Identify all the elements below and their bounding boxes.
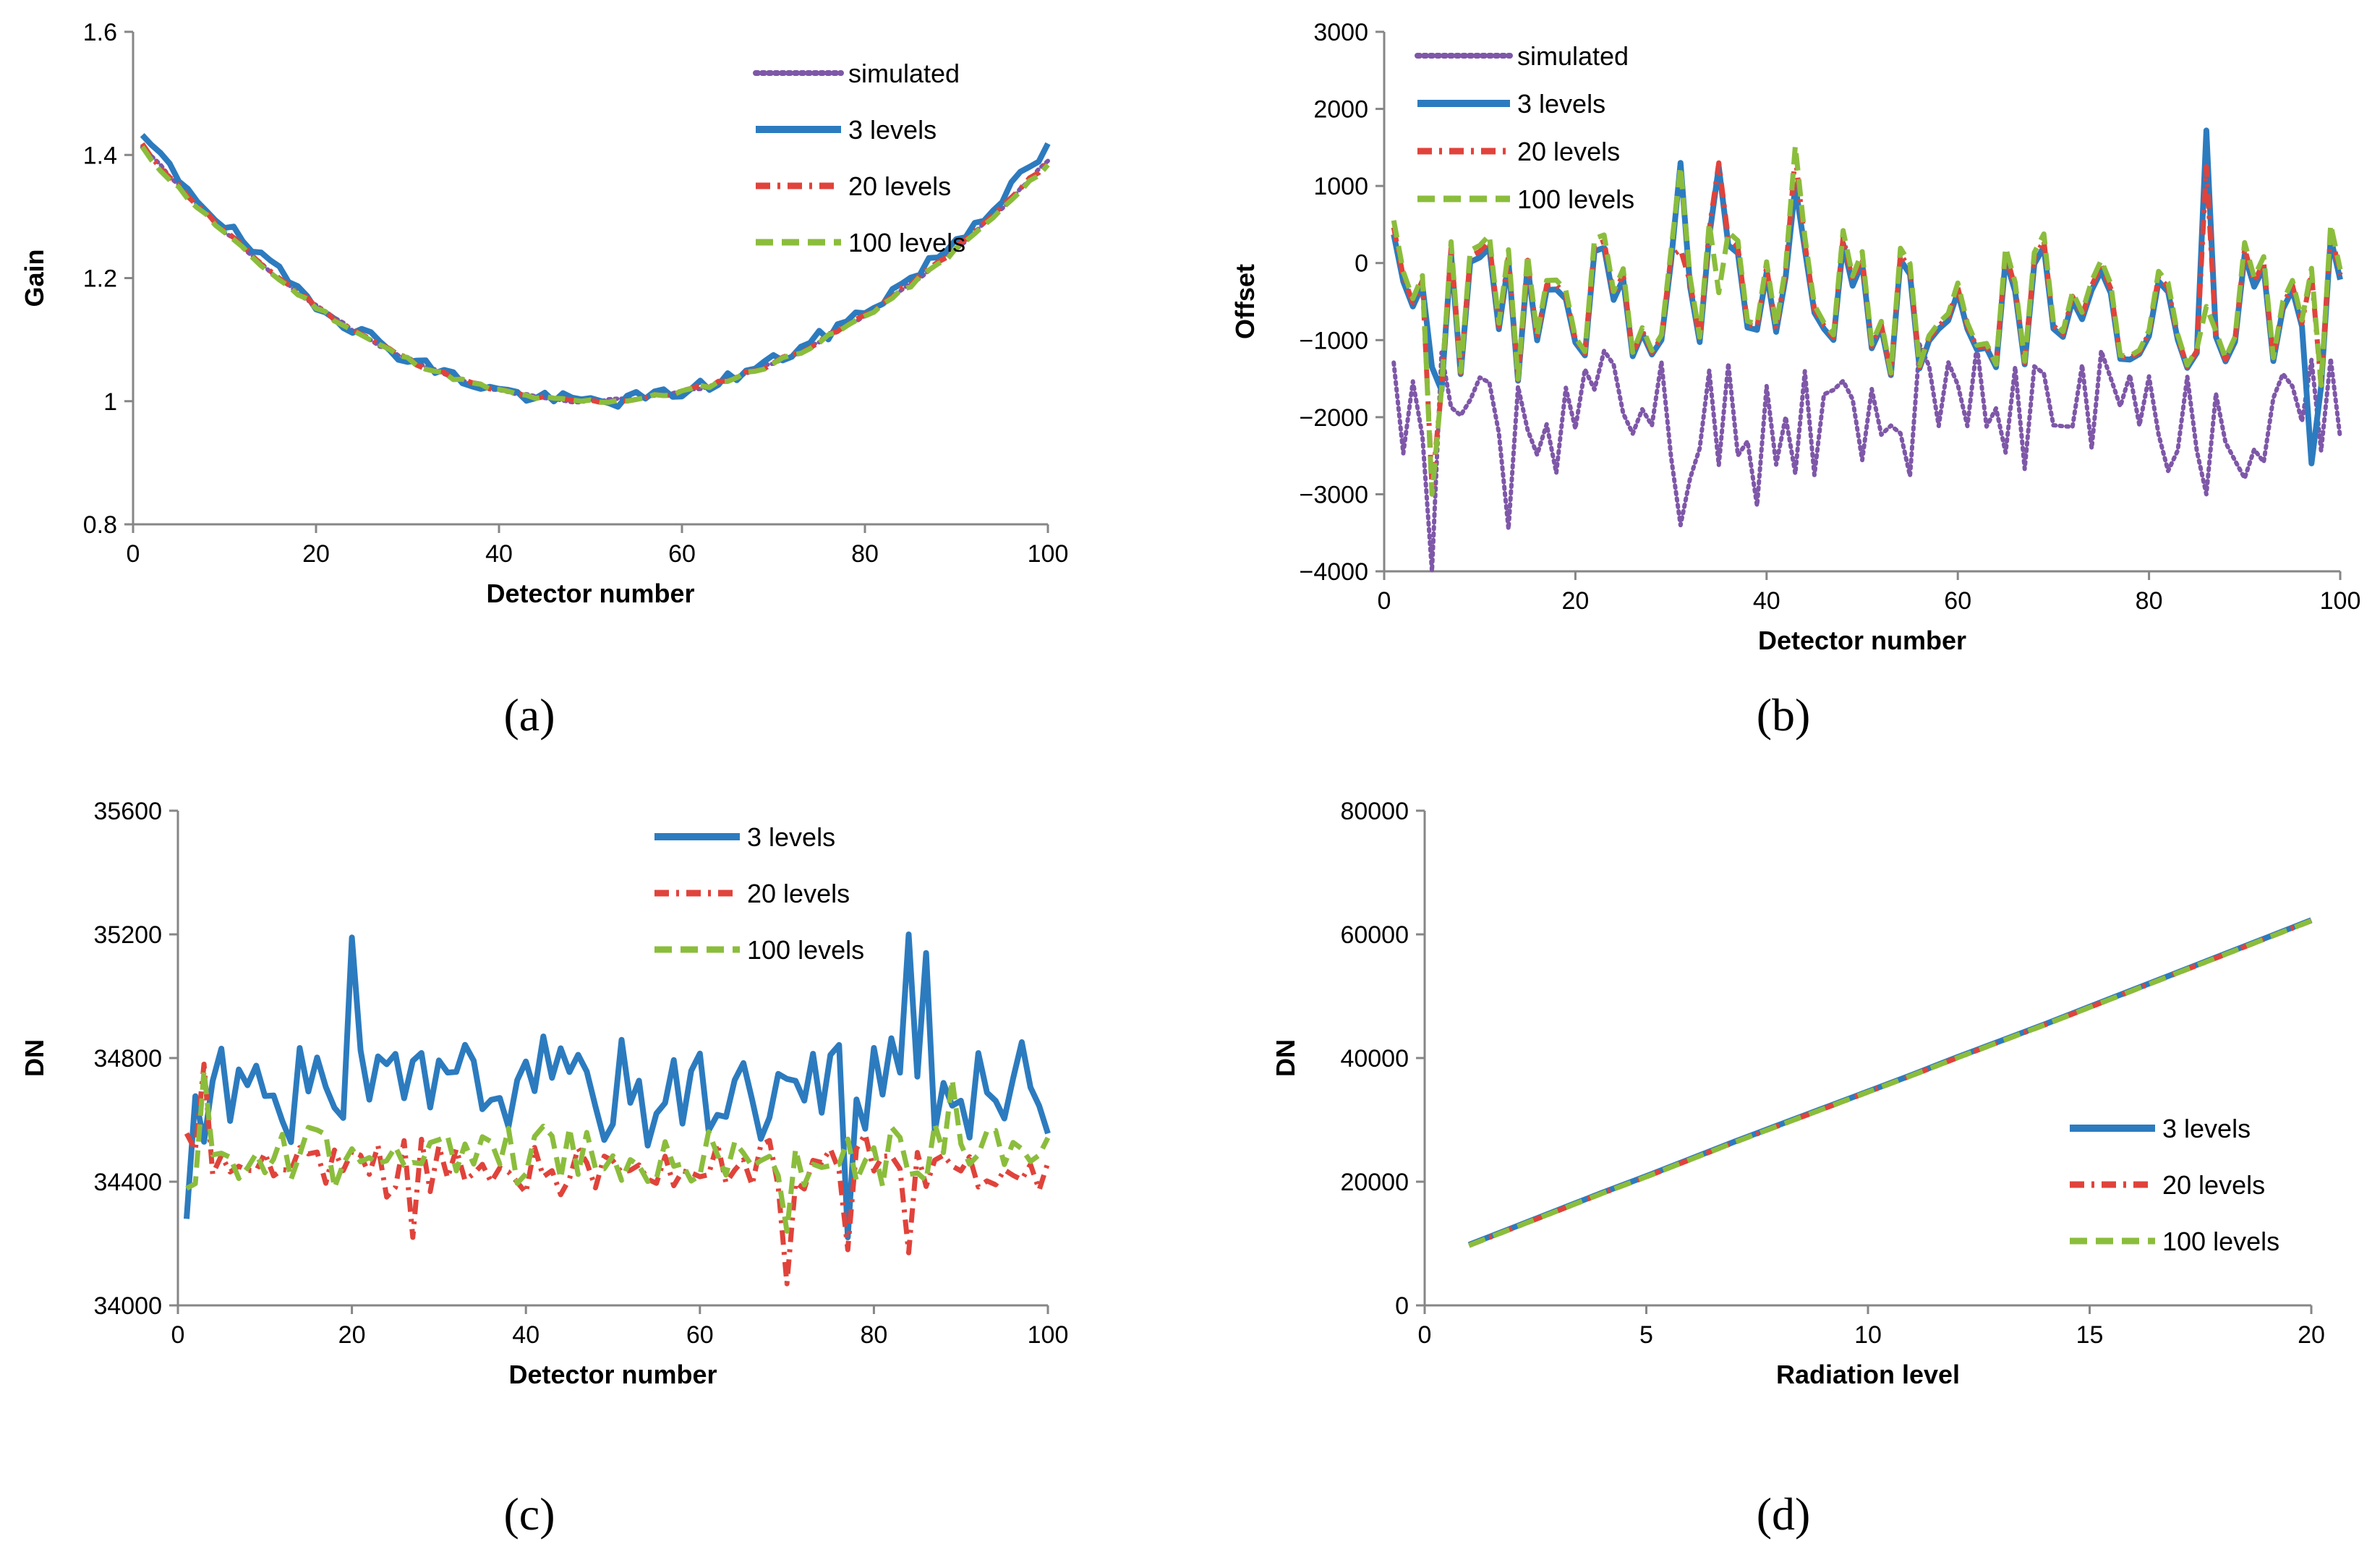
y-axis-title: Offset (1230, 264, 1260, 339)
x-tick-label: 100 (2320, 587, 2361, 615)
x-tick-label: 10 (1854, 1321, 1882, 1349)
panel-label: (a) (503, 689, 555, 741)
plot-area (140, 133, 1051, 410)
y-tick-label: 34800 (93, 1045, 162, 1073)
y-tick-label: 1000 (1313, 173, 1368, 200)
x-tick-label: 20 (302, 540, 330, 568)
y-tick-label: 34400 (93, 1169, 162, 1196)
x-axis-title: Detector number (486, 579, 694, 608)
x-tick-label: 100 (1028, 540, 1069, 568)
x-tick-label: 0 (1378, 587, 1391, 615)
x-tick-label: 15 (2076, 1321, 2104, 1349)
panel-label: (c) (503, 1488, 555, 1540)
y-tick-label: 0 (1395, 1292, 1409, 1320)
series-line-100-levels (1391, 143, 2343, 497)
x-tick-label: 80 (851, 540, 879, 568)
legend-label: 100 levels (747, 935, 864, 965)
x-tick-label: 5 (1639, 1321, 1653, 1349)
x-tick-label: 100 (1028, 1321, 1069, 1349)
y-tick-label: 1 (103, 388, 117, 416)
x-tick-label: 40 (512, 1321, 539, 1349)
y-tick-label: −1000 (1300, 327, 1369, 354)
x-tick-label: 40 (485, 540, 513, 568)
x-tick-label: 20 (2298, 1321, 2325, 1349)
y-tick-label: 80000 (1340, 798, 1409, 825)
chart-a: 0.8 1 1.2 1.4 1.6 0 20 40 60 80 100 Detector number… (20, 19, 1068, 741)
chart-c: 34000 34400 34800 35200 35600 0 20 40 60 80 100 Det… (20, 798, 1068, 1540)
y-tick-label: 60000 (1340, 921, 1409, 949)
series-line-100-levels (185, 1067, 1051, 1234)
chart-b: −4000 −3000 −2000 −1000 0 1000 2000 3000 0 20 40 60… (1230, 19, 2360, 741)
panel-label: (b) (1757, 689, 1811, 741)
x-tick-label: 60 (1944, 587, 1971, 615)
y-tick-label: 35600 (93, 798, 162, 825)
y-tick-label: 1.6 (83, 19, 117, 46)
plot-area (1391, 127, 2343, 573)
y-tick-label: 0 (1355, 250, 1368, 278)
y-tick-label: −2000 (1300, 404, 1369, 432)
legend: simulated 3 levels 20 levels 100 levels (753, 59, 965, 257)
legend-label: 20 levels (1517, 137, 1620, 166)
y-tick-label: 34000 (93, 1292, 162, 1320)
legend: 3 levels 20 levels 100 levels (654, 822, 864, 965)
y-tick-label: 40000 (1340, 1045, 1409, 1073)
y-tick-label: 35200 (93, 921, 162, 949)
y-tick-label: 1.4 (83, 142, 117, 169)
x-tick-label: 60 (668, 540, 696, 568)
x-tick-label: 20 (338, 1321, 366, 1349)
legend: 3 levels 20 levels 100 levels (2070, 1114, 2279, 1256)
x-tick-label: 0 (127, 540, 140, 568)
y-tick-label: 3000 (1313, 19, 1368, 46)
legend-label: 20 levels (848, 171, 951, 201)
legend: simulated 3 levels 20 levels 100 levels (1415, 41, 1634, 214)
y-tick-label: −4000 (1300, 558, 1369, 586)
series-line-20-levels (1391, 153, 2343, 490)
legend-label: 3 levels (1517, 89, 1605, 119)
series-line-simulated (1391, 342, 2342, 573)
legend-label: 3 levels (2162, 1114, 2251, 1143)
plot-area (184, 931, 1051, 1287)
y-axis-title: DN (20, 1039, 49, 1077)
legend-label: 100 levels (1517, 184, 1634, 214)
y-tick-label: 1.2 (83, 265, 117, 293)
series-line-3-levels (184, 931, 1051, 1240)
legend-label: 3 levels (747, 822, 835, 852)
legend-label: 3 levels (848, 115, 937, 145)
legend-label: 100 levels (848, 228, 965, 257)
x-axis-title: Radiation level (1776, 1360, 1960, 1389)
series-line-100-levels (140, 145, 1050, 405)
y-tick-label: 20000 (1340, 1169, 1409, 1196)
x-tick-label: 80 (860, 1321, 887, 1349)
panel-label: (d) (1757, 1488, 1811, 1540)
chart-d: 0 20000 40000 60000 80000 0 5 10 15 20 Radiation l… (1271, 798, 2325, 1540)
x-axis-title: Detector number (508, 1360, 717, 1389)
x-tick-label: 0 (1418, 1321, 1432, 1349)
x-tick-label: 0 (171, 1321, 185, 1349)
y-tick-label: 0.8 (83, 511, 117, 539)
series-line-20-levels (140, 142, 1050, 405)
series-line-100-levels (1468, 918, 2313, 1248)
legend-label: 100 levels (2162, 1227, 2279, 1256)
series-line-20-levels (184, 1062, 1051, 1287)
y-axis-title: Gain (20, 249, 49, 307)
plot-area (1467, 917, 2313, 1248)
x-tick-label: 80 (2136, 587, 2163, 615)
y-tick-label: 2000 (1313, 96, 1368, 124)
legend-label: 20 levels (747, 879, 850, 908)
x-axis-title: Detector number (1758, 626, 1966, 655)
y-tick-label: −3000 (1300, 481, 1369, 508)
x-tick-label: 20 (1561, 587, 1589, 615)
legend-label: simulated (1517, 41, 1629, 71)
y-axis-title: DN (1271, 1039, 1300, 1077)
x-tick-label: 60 (686, 1321, 714, 1349)
legend-label: 20 levels (2162, 1170, 2265, 1200)
legend-label: simulated (848, 59, 960, 88)
x-tick-label: 40 (1753, 587, 1780, 615)
